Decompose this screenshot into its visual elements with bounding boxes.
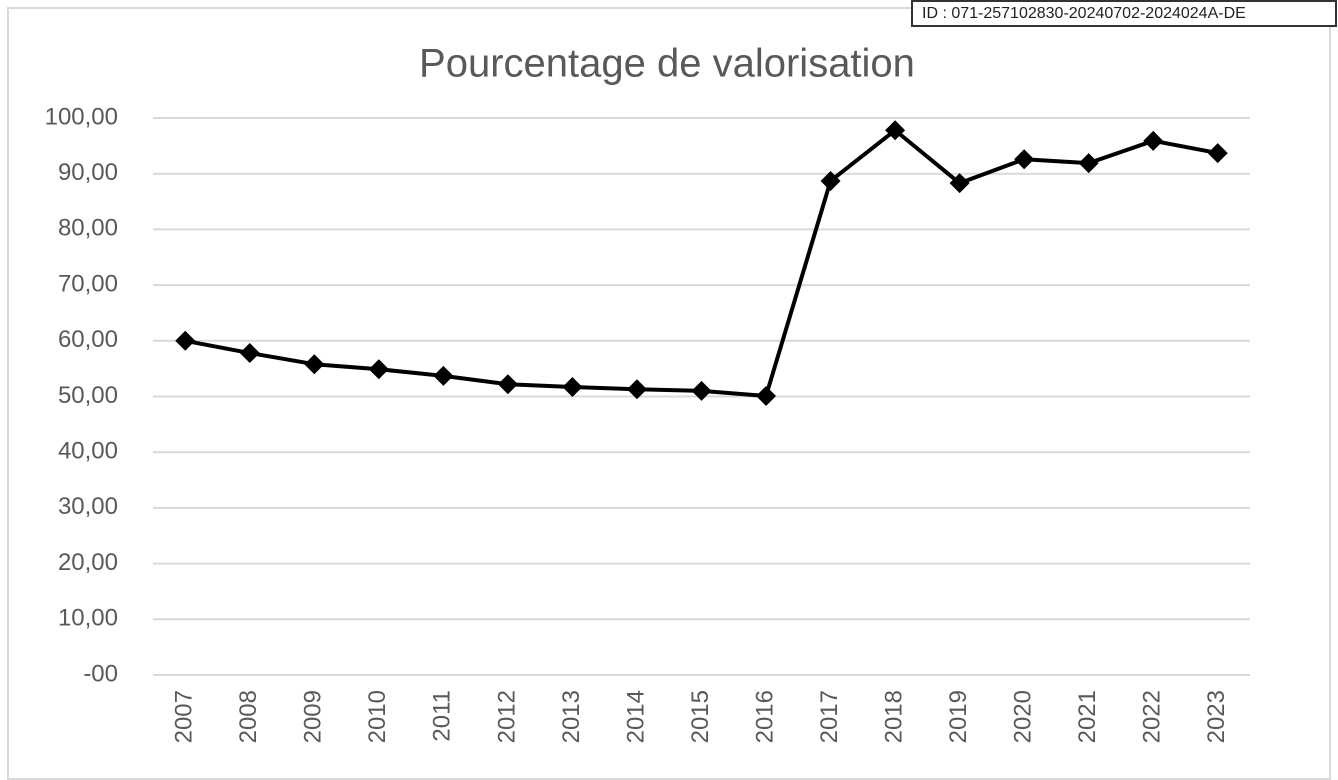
stamp-box xyxy=(911,0,1337,27)
marker xyxy=(304,354,325,375)
stamp: ID : 071-257102830-20240702-2024024A-DE xyxy=(922,5,1246,22)
x-tick-label: 2022 xyxy=(1139,690,1166,743)
x-tick-label: 2008 xyxy=(235,690,262,743)
marker xyxy=(1143,130,1164,151)
x-tick-label: 2010 xyxy=(364,690,391,743)
marker xyxy=(691,380,712,401)
marker xyxy=(885,120,906,141)
marker xyxy=(368,359,389,380)
x-tick-label: 2013 xyxy=(558,690,585,743)
x-tick-label: 2019 xyxy=(945,690,972,743)
y-tick-label: 20,00 xyxy=(58,549,118,576)
x-tick-label: 2012 xyxy=(493,690,520,743)
x-tick-label: 2015 xyxy=(687,690,714,743)
marker xyxy=(239,343,260,364)
y-tick-label: 60,00 xyxy=(58,326,118,353)
x-tick-label: 2009 xyxy=(300,690,327,743)
y-tick-label: 90,00 xyxy=(58,159,118,186)
x-tick-label: 2017 xyxy=(816,690,843,743)
y-tick-label: -00 xyxy=(83,660,118,687)
y-tick-label: 80,00 xyxy=(58,215,118,242)
marker xyxy=(820,170,841,191)
marker xyxy=(756,385,777,406)
x-tick-label: 2020 xyxy=(1009,690,1036,743)
y-tick-label: 100,00 xyxy=(45,103,118,130)
marker xyxy=(497,374,518,395)
x-tick-label: 2023 xyxy=(1203,690,1230,743)
marker xyxy=(562,377,583,398)
marker xyxy=(949,173,970,194)
marker xyxy=(433,365,454,386)
marker xyxy=(175,330,196,351)
chart-title: Pourcentage de valorisation xyxy=(419,42,915,86)
y-tick-label: 40,00 xyxy=(58,438,118,465)
x-tick-label: 2018 xyxy=(880,690,907,743)
x-tick-label: 2007 xyxy=(171,690,198,743)
marker xyxy=(1014,149,1035,170)
x-tick-label: 2016 xyxy=(751,690,778,743)
marker xyxy=(1207,143,1228,164)
y-tick-label: 30,00 xyxy=(58,493,118,520)
x-tick-label: 2021 xyxy=(1074,690,1101,743)
marker xyxy=(626,379,647,400)
marker xyxy=(1078,153,1099,174)
y-tick-label: 70,00 xyxy=(58,270,118,297)
y-tick-label: 10,00 xyxy=(58,605,118,632)
y-tick-label: 50,00 xyxy=(58,382,118,409)
chart-frame xyxy=(7,7,1331,780)
x-tick-label: 2014 xyxy=(622,690,649,743)
x-tick-label: 2011 xyxy=(429,690,456,742)
